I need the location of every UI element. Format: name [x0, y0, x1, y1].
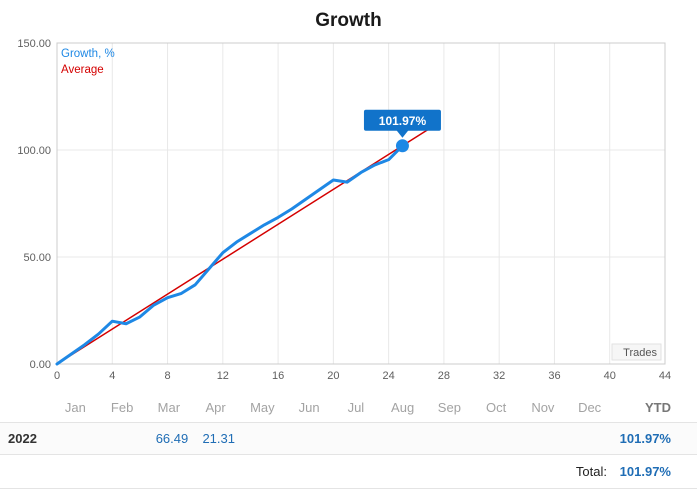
year-2022-row: 2022 66.49 21.31 101.97%	[0, 423, 697, 455]
total-value: 101.97%	[619, 464, 671, 479]
y-axis-tick-label: 100.00	[17, 145, 51, 157]
x-axis-tick-label: 40	[604, 370, 616, 382]
x-axis-tick-label: 8	[164, 370, 170, 382]
month-header-sep: Sep	[437, 400, 461, 415]
growth-chart-svg: 0 4 8 12 16 20 24 28 32 36 40 44 0.00 50.00 100.00 150.…	[17, 38, 671, 382]
value-tooltip-box	[363, 109, 441, 131]
growth-chart: 0 4 8 12 16 20 24 28 32 36 40 44 0.00 50.00 100.00 150.…	[0, 35, 697, 385]
trades-label-box	[611, 343, 662, 361]
month-header-nov: Nov	[531, 400, 555, 415]
total-label: Total:	[575, 464, 607, 479]
y-axis-tick-label: 150.00	[17, 38, 51, 50]
month-header-may: May	[250, 400, 275, 415]
x-axis-tick-label: 36	[548, 370, 560, 382]
ytd-header: YTD	[645, 400, 671, 415]
y-axis-tick-label: 50.00	[23, 252, 51, 264]
month-header-feb: Feb	[110, 400, 134, 415]
x-axis-tick-label: 28	[438, 370, 450, 382]
legend-growth-label: Growth, %	[61, 48, 115, 60]
ytd-value: 101.97%	[619, 431, 671, 446]
value-tooltip: 101.97%	[363, 109, 441, 138]
x-axis-tick-label: 24	[383, 370, 395, 382]
y-axis-tick-label: 0.00	[30, 359, 51, 371]
growth-line	[55, 144, 404, 366]
x-axis-tick-label: 16	[272, 370, 284, 382]
x-axis-tick-label: 0	[54, 370, 60, 382]
x-axis-tick-label: 12	[217, 370, 229, 382]
x-axis-tick-label: 32	[493, 370, 505, 382]
month-header-jan: Jan	[64, 400, 86, 415]
total-row: Total: 101.97%	[0, 455, 697, 489]
legend-average-label: Average	[61, 64, 104, 76]
month-header-oct: Oct	[486, 400, 507, 415]
x-axis-tick-label: 4	[109, 370, 115, 382]
value-tooltip-pointer	[396, 130, 409, 138]
last-point-marker[interactable]	[395, 139, 409, 153]
month-header-aug: Aug	[391, 400, 415, 415]
plot-border	[56, 42, 666, 365]
month-value-mar: 66.49	[155, 431, 189, 446]
x-axis-tick-label: 20	[327, 370, 339, 382]
month-header-apr: Apr	[205, 400, 226, 415]
average-line	[56, 123, 437, 365]
month-header-dec: Dec	[578, 400, 602, 415]
monthly-growth-table: Jan Feb Mar Apr May Jun Jul Aug Sep Oct Nov Dec YTD …	[0, 393, 697, 489]
month-header-jul: Jul	[347, 400, 365, 415]
month-header-jun: Jun	[298, 400, 320, 415]
page-title: Growth	[315, 10, 382, 31]
year-label: 2022	[8, 431, 37, 446]
month-header-row: Jan Feb Mar Apr May Jun Jul Aug Sep Oct Nov Dec YTD	[0, 393, 697, 423]
month-value-apr: 21.31	[202, 431, 235, 446]
x-axis-tick-label: 44	[659, 370, 671, 382]
month-header-mar: Mar	[157, 400, 181, 415]
x-axis-title: Trades	[623, 347, 657, 359]
value-tooltip-text: 101.97%	[379, 114, 427, 128]
